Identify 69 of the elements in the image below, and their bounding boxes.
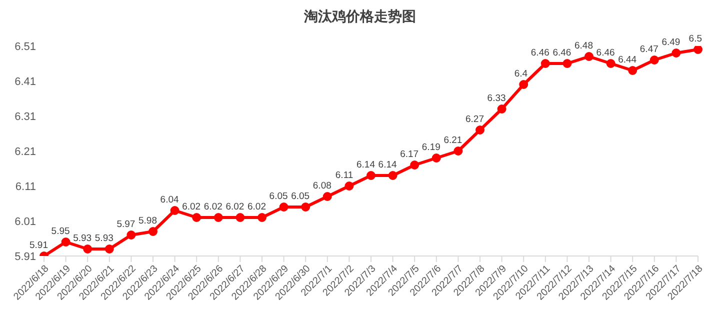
point [279,202,288,212]
chart-title: 淘汰鸡价格走势图 [303,8,417,27]
point [301,202,310,212]
point [344,182,354,190]
point [562,59,572,68]
data-label: 5.97 [116,219,136,230]
point [694,46,702,54]
data-label: 6.05 [291,191,310,202]
point [410,160,420,170]
point [540,59,550,68]
point [126,230,136,240]
data-label: 5.98 [138,216,157,226]
data-label: 6.47 [640,44,658,55]
point [476,126,484,134]
data-label: 6.27 [466,114,484,125]
data-label: 6.33 [487,93,506,104]
data-label: 6.44 [618,54,637,66]
point [170,206,180,215]
data-label: 5.91 [30,240,48,251]
y-tick-label: 6.31 [14,110,36,123]
y-tick-label: 6.11 [15,180,36,193]
data-label: 6.08 [312,180,332,192]
point [454,146,463,156]
data-label: 6.17 [400,149,419,160]
data-label: 6.14 [378,160,397,170]
data-label: 6.46 [530,48,550,58]
point [148,227,158,236]
point [214,213,223,222]
point [388,171,398,180]
point [432,154,441,162]
data-label: 6.49 [662,37,680,48]
data-label: 6.02 [182,202,201,212]
point [322,192,332,201]
y-tick-label: 6.21 [14,146,36,158]
point [236,213,245,222]
data-label: 6.05 [269,191,288,202]
data-label: 5.93 [73,233,92,244]
y-tick-label: 5.91 [14,250,36,263]
data-label: 6.46 [596,48,615,58]
data-label: 6.46 [552,48,572,58]
data-label: 5.95 [51,226,70,237]
y-tick-label: 6.51 [14,40,36,53]
point [61,238,70,246]
data-label: 6.5 [688,34,702,44]
data-label: 5.93 [94,233,114,244]
data-label: 6.4 [514,68,528,80]
data-label: 6.04 [160,194,179,206]
point [584,52,594,61]
data-label: 6.02 [204,202,222,212]
point [650,56,659,64]
point [366,171,376,180]
data-label: 6.21 [444,135,462,146]
point [628,66,638,75]
data-label: 6.48 [574,40,593,52]
point [258,213,266,222]
y-tick-label: 6.01 [14,216,36,228]
data-label: 6.14 [356,160,375,170]
point [497,104,506,114]
data-label: 6.02 [226,202,244,212]
point [519,80,528,89]
data-label: 6.11 [335,170,354,181]
point [672,48,681,58]
y-tick-label: 6.41 [14,76,36,88]
data-label: 6.02 [248,202,266,212]
point [83,244,92,254]
data-label: 6.19 [422,142,440,153]
point [606,59,616,68]
point [192,213,202,222]
point [104,244,114,254]
